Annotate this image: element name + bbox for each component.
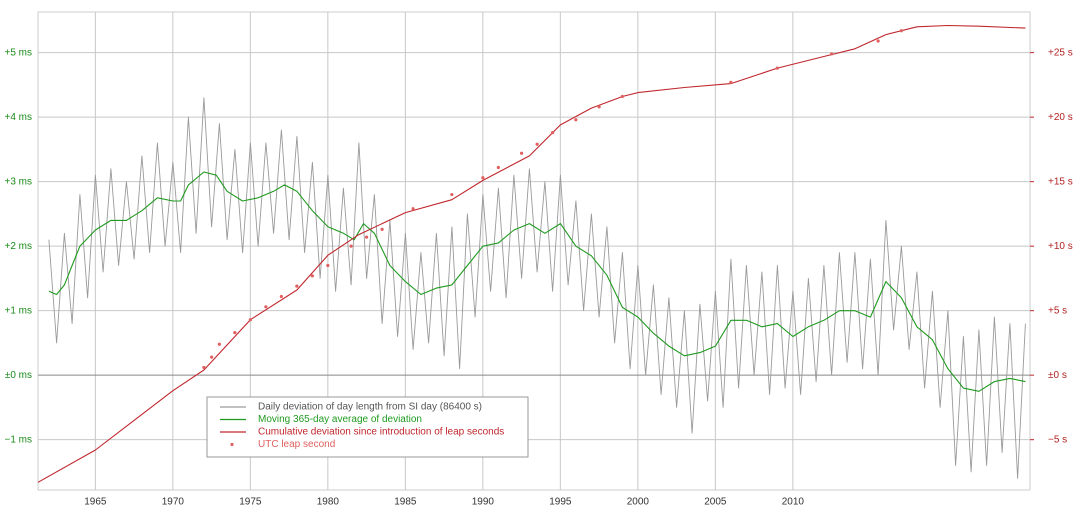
leap-second-marker bbox=[248, 318, 252, 322]
y-tick-label: +5 ms bbox=[4, 47, 32, 58]
leap-second-marker bbox=[620, 94, 624, 99]
leap-second-marker bbox=[899, 29, 903, 33]
leap-second-marker bbox=[729, 80, 733, 84]
legend-swatch bbox=[230, 442, 234, 447]
legend-label: Daily deviation of day length from SI da… bbox=[258, 402, 482, 413]
leap-second-marker bbox=[775, 66, 779, 70]
leap-second-marker bbox=[574, 118, 578, 122]
y-tick-label: −1 ms bbox=[4, 434, 32, 445]
leap-second-marker bbox=[597, 105, 601, 109]
x-tick-label: 1965 bbox=[84, 497, 107, 508]
leap-second-marker bbox=[279, 294, 283, 299]
leap-second-marker bbox=[876, 39, 880, 43]
legend-label: UTC leap second bbox=[258, 439, 335, 450]
y-tick-label: +4 ms bbox=[4, 112, 32, 123]
legend-box bbox=[206, 396, 529, 458]
y2-tick-label: +10 s bbox=[1048, 241, 1073, 252]
x-tick-label: 1970 bbox=[162, 497, 185, 508]
plot-area bbox=[37, 11, 1031, 491]
x-tick-label: 2010 bbox=[782, 497, 805, 508]
y2-tick-label: ±0 s bbox=[1048, 370, 1067, 381]
leap-second-marker bbox=[310, 274, 314, 278]
leap-second-marker bbox=[535, 142, 539, 146]
leap-second-marker bbox=[233, 331, 237, 335]
y-tick-label: ±0 ms bbox=[5, 370, 32, 381]
series-line bbox=[48, 171, 1026, 392]
x-tick-label: 1990 bbox=[472, 497, 495, 508]
x-tick-label: 1995 bbox=[549, 497, 572, 508]
leap-second-marker bbox=[830, 52, 834, 56]
leap-second-marker bbox=[202, 365, 206, 370]
y-tick-label: +2 ms bbox=[4, 241, 32, 252]
x-tick-label: 1975 bbox=[239, 497, 262, 508]
y2-tick-label: +25 s bbox=[1048, 47, 1073, 58]
leap-second-marker bbox=[210, 355, 214, 359]
y2-tick-label: +20 s bbox=[1048, 112, 1073, 123]
y2-tick-label: −5 s bbox=[1048, 434, 1067, 445]
leap-second-marker bbox=[496, 165, 500, 170]
series-line bbox=[37, 24, 1026, 483]
x-tick-label: 1980 bbox=[317, 497, 340, 508]
y2-tick-label: +15 s bbox=[1048, 176, 1073, 187]
y-tick-label: +1 ms bbox=[4, 305, 32, 316]
x-tick-label: 2000 bbox=[627, 497, 650, 508]
leap-second-marker bbox=[520, 151, 524, 155]
x-tick-label: 2005 bbox=[704, 497, 727, 508]
leap-second-marker bbox=[295, 284, 299, 288]
leap-second-marker bbox=[450, 192, 454, 197]
legend-label: Cumulative deviation since introduction … bbox=[258, 427, 504, 438]
leap-second-marker bbox=[365, 235, 369, 239]
leap-second-marker bbox=[551, 131, 555, 135]
leap-second-marker bbox=[326, 263, 330, 268]
leap-second-marker bbox=[411, 207, 415, 211]
legend-label: Moving 365-day average of deviation bbox=[258, 414, 422, 425]
legend: Daily deviation of day length from SI da… bbox=[206, 396, 529, 458]
y-tick-label: +3 ms bbox=[4, 176, 32, 187]
leap-second-marker bbox=[380, 227, 384, 231]
x-tick-label: 1985 bbox=[394, 497, 417, 508]
leap-second-marker bbox=[481, 176, 485, 180]
leap-second-marker bbox=[217, 342, 221, 346]
series-line bbox=[48, 97, 1026, 479]
y2-tick-label: +5 s bbox=[1048, 305, 1067, 316]
leap-second-marker bbox=[264, 305, 268, 309]
leap-second-marker bbox=[349, 244, 353, 248]
